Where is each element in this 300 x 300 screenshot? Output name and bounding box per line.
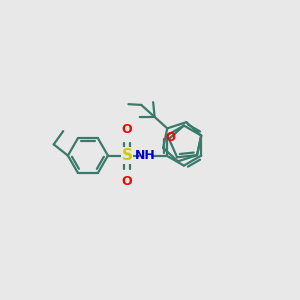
Text: O: O	[122, 175, 132, 188]
Text: O: O	[122, 123, 132, 136]
Text: O: O	[166, 131, 176, 144]
Text: S: S	[122, 148, 133, 163]
Text: NH: NH	[135, 149, 156, 162]
